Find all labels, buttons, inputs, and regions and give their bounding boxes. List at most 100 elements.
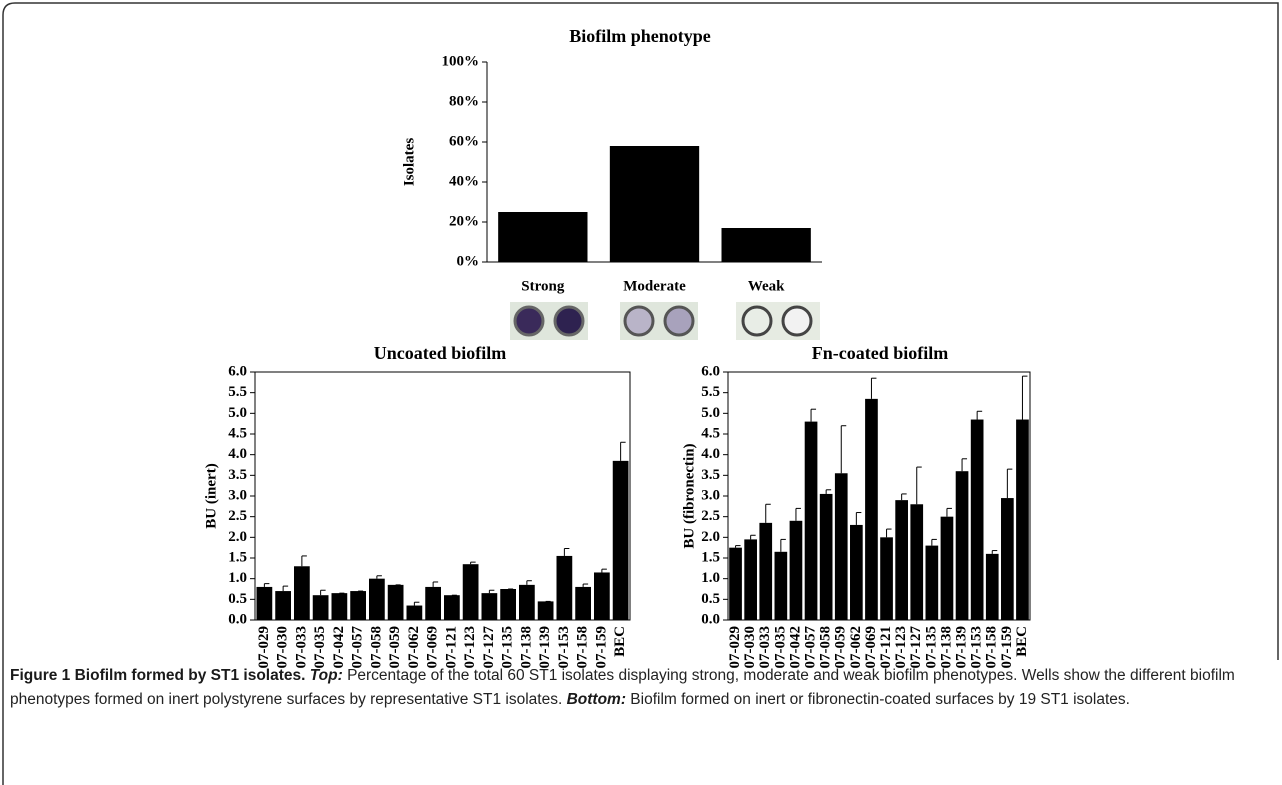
- x-tick-label: 07-058: [368, 626, 384, 669]
- y-tick-label: 2.5: [701, 508, 720, 524]
- bar: [850, 524, 863, 620]
- bar: [721, 228, 811, 262]
- y-tick-label: 0.0: [701, 611, 720, 627]
- x-tick-label: 07-058: [818, 626, 834, 669]
- x-tick-label: 07-127: [908, 626, 924, 669]
- y-tick-label: 40%: [449, 173, 479, 189]
- y-tick-label: 100%: [442, 53, 480, 69]
- bar: [575, 586, 591, 620]
- plot-frame: [254, 371, 631, 621]
- bar: [312, 595, 329, 620]
- bar: [609, 146, 700, 262]
- well: [553, 305, 585, 337]
- bar: [519, 584, 535, 620]
- y-tick-label: 3.0: [701, 487, 720, 503]
- bar: [744, 539, 757, 620]
- well: [513, 305, 545, 337]
- y-axis-label: BU (inert): [203, 463, 219, 528]
- x-tick-label: 07-062: [848, 626, 864, 669]
- y-tick-label: 3.5: [228, 467, 247, 483]
- bar: [331, 593, 348, 620]
- x-tick-label: 07-035: [772, 626, 788, 669]
- y-tick-label: 4.5: [228, 425, 247, 441]
- caption-text: Percentage of the total 60 ST1 isolates …: [10, 667, 1235, 708]
- y-tick-label: 6.0: [701, 363, 720, 379]
- bar: [985, 553, 999, 620]
- y-tick-label: 5.0: [228, 405, 247, 421]
- y-tick-label: 1.0: [228, 570, 247, 586]
- bar: [594, 572, 610, 620]
- x-tick-label: 07-123: [893, 626, 909, 669]
- x-tick-label: 07-057: [802, 626, 818, 669]
- x-tick-label: 07-139: [537, 626, 553, 669]
- bar: [612, 460, 629, 620]
- x-tick-label: 07-138: [938, 626, 954, 669]
- y-tick-label: 0%: [457, 253, 480, 269]
- plot-frame: [727, 371, 1031, 621]
- y-axis-label: BU (fibronectin): [681, 443, 697, 548]
- x-tick-label: 07-069: [425, 626, 441, 669]
- caption-text: Biofilm formed on inert or fibronectin-c…: [630, 691, 1130, 708]
- bar: [294, 566, 310, 620]
- chart-title: Fn-coated biofilm: [812, 343, 949, 363]
- y-tick-label: 3.0: [228, 487, 247, 503]
- wells: [510, 302, 820, 340]
- x-tick-label: 07-159: [593, 626, 609, 669]
- x-tick-label: 07-035: [312, 626, 328, 669]
- y-tick-label: 4.0: [701, 446, 720, 462]
- y-tick-label: 4.0: [228, 446, 247, 462]
- y-tick-label: 5.0: [701, 405, 720, 421]
- bar: [955, 471, 969, 620]
- y-tick-label: 0.0: [228, 611, 247, 627]
- caption-label: Bottom:: [566, 691, 626, 708]
- bar: [910, 504, 924, 620]
- x-tick-label: 07-033: [293, 626, 309, 669]
- bar: [275, 591, 291, 620]
- bar: [500, 589, 516, 620]
- bar: [834, 473, 848, 620]
- y-tick-label: 5.5: [228, 384, 247, 400]
- y-axis-label: Isolates: [401, 138, 417, 186]
- bar: [387, 584, 404, 620]
- bar: [425, 586, 441, 620]
- x-tick-label: BEC: [612, 626, 628, 657]
- bar: [880, 537, 893, 620]
- bar: [1001, 498, 1014, 620]
- y-tick-label: 2.0: [701, 529, 720, 545]
- x-tick-label: 07-127: [481, 626, 497, 669]
- bar: [895, 500, 908, 620]
- x-tick-label: 07-135: [500, 626, 516, 669]
- x-tick-label: 07-059: [833, 626, 849, 669]
- x-tick-label: 07-138: [518, 626, 534, 669]
- x-tick-label: 07-123: [462, 626, 478, 669]
- x-tick-label: 07-153: [556, 626, 572, 669]
- bar: [940, 516, 954, 620]
- y-tick-label: 1.5: [701, 549, 720, 565]
- bar: [865, 398, 878, 620]
- x-tick-label: BEC: [1014, 626, 1030, 657]
- y-tick-label: 5.5: [701, 384, 720, 400]
- x-tick-label: 07-069: [863, 626, 879, 669]
- y-tick-label: 0.5: [228, 591, 247, 607]
- x-tick-label: 07-029: [256, 626, 272, 669]
- bar: [804, 421, 818, 620]
- y-tick-label: 0.5: [701, 591, 720, 607]
- bar: [759, 522, 773, 620]
- x-tick-label: 07-030: [742, 626, 758, 669]
- bar: [556, 555, 573, 620]
- well: [623, 305, 655, 337]
- y-tick-label: 60%: [449, 133, 479, 149]
- well: [781, 305, 813, 337]
- y-tick-label: 20%: [449, 213, 479, 229]
- y-tick-label: 3.5: [701, 467, 720, 483]
- y-tick-label: 6.0: [228, 363, 247, 379]
- chart-title: Uncoated biofilm: [374, 343, 507, 363]
- x-tick-label: 07-135: [923, 626, 939, 669]
- y-tick-label: 1.5: [228, 549, 247, 565]
- x-tick-label: 07-121: [878, 626, 894, 669]
- x-tick-label: 07-159: [999, 626, 1015, 669]
- caption-title: Figure 1 Biofilm formed by ST1 isolates.: [10, 667, 306, 684]
